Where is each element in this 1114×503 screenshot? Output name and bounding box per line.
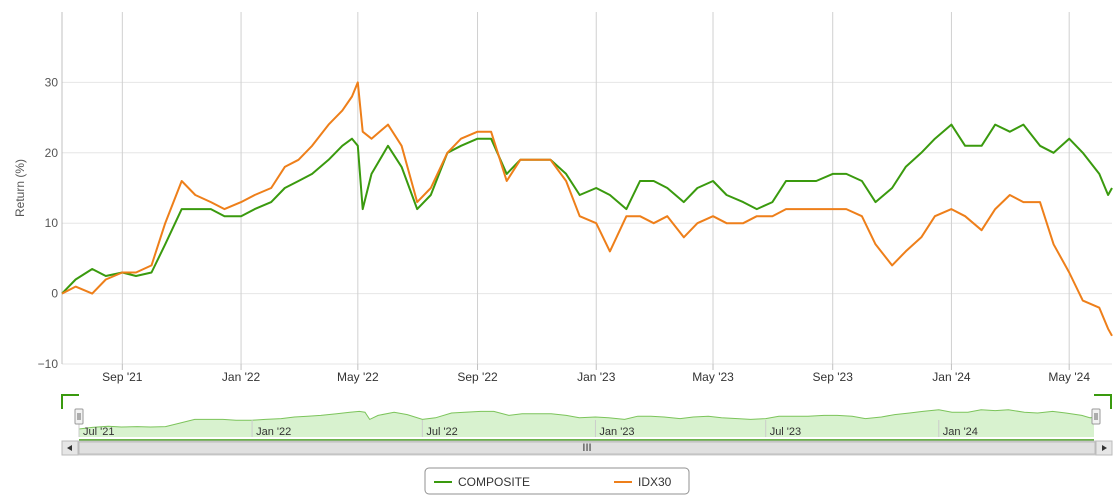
x-tick-label: Jan '24 [932,370,971,384]
x-tick-label: Jan '23 [577,370,616,384]
legend-box [424,467,690,495]
navigator-frame [61,394,1112,409]
navigator-label: Jan '24 [943,426,978,438]
navigator-label: Jan '23 [599,426,634,438]
series-group [61,81,1113,337]
navigator[interactable]: Jul '21 Jan '22 Jul '22 Jan '23 Jul '23 Jan '… [61,394,1112,441]
x-tick-label: May '23 [692,370,734,384]
series-line-idx30[interactable] [61,81,1113,337]
scrollbar-left-arrow-icon [67,445,72,451]
navigator-labels: Jul '21 Jan '22 Jul '22 Jan '23 Jul '23 Jan '… [78,420,978,438]
legend-item-composite[interactable]: COMPOSITE [434,475,530,489]
navigator-label: Jul '21 [83,426,114,438]
x-tick-label: Sep '22 [457,370,498,384]
navigator-left-handle[interactable] [74,408,84,425]
y-tick-label: −10 [38,357,59,371]
navigator-area [79,409,1094,437]
scrollbar-grip: III [582,442,591,454]
grid [62,12,1112,365]
x-tick-label: May '22 [337,370,379,384]
scrollbar-right-arrow-icon [1102,445,1107,451]
y-axis-title: Return (%) [13,159,27,217]
scrollbar-thumb[interactable] [78,441,1096,455]
legend-item-idx30[interactable]: IDX30 [614,475,672,489]
navigator-label: Jul '23 [770,426,801,438]
navigator-line [78,409,1095,430]
legend-label-idx30: IDX30 [638,475,672,489]
legend: COMPOSITE IDX30 [424,467,690,495]
navigator-label: Jul '22 [426,426,457,438]
navigator-right-handle[interactable] [1091,408,1101,425]
x-axis-ticks: Sep '21 Jan '22 May '22 Sep '22 Jan '23 May '… [102,364,1090,384]
x-tick-label: Sep '21 [102,370,143,384]
x-tick-label: Jan '22 [222,370,261,384]
x-tick-label: Sep '23 [813,370,854,384]
series-line-composite[interactable] [61,123,1113,295]
legend-label-composite: COMPOSITE [458,475,530,489]
scrollbar[interactable]: III [61,440,1113,456]
y-tick-label: 0 [51,287,58,301]
navigator-label: Jan '22 [256,426,291,438]
y-axis-ticks: −10 0 10 20 30 [38,75,59,371]
y-tick-label: 30 [45,75,59,89]
y-tick-label: 20 [45,146,59,160]
x-tick-label: May '24 [1048,370,1090,384]
plot-area [62,12,1112,364]
y-tick-label: 10 [45,216,59,230]
